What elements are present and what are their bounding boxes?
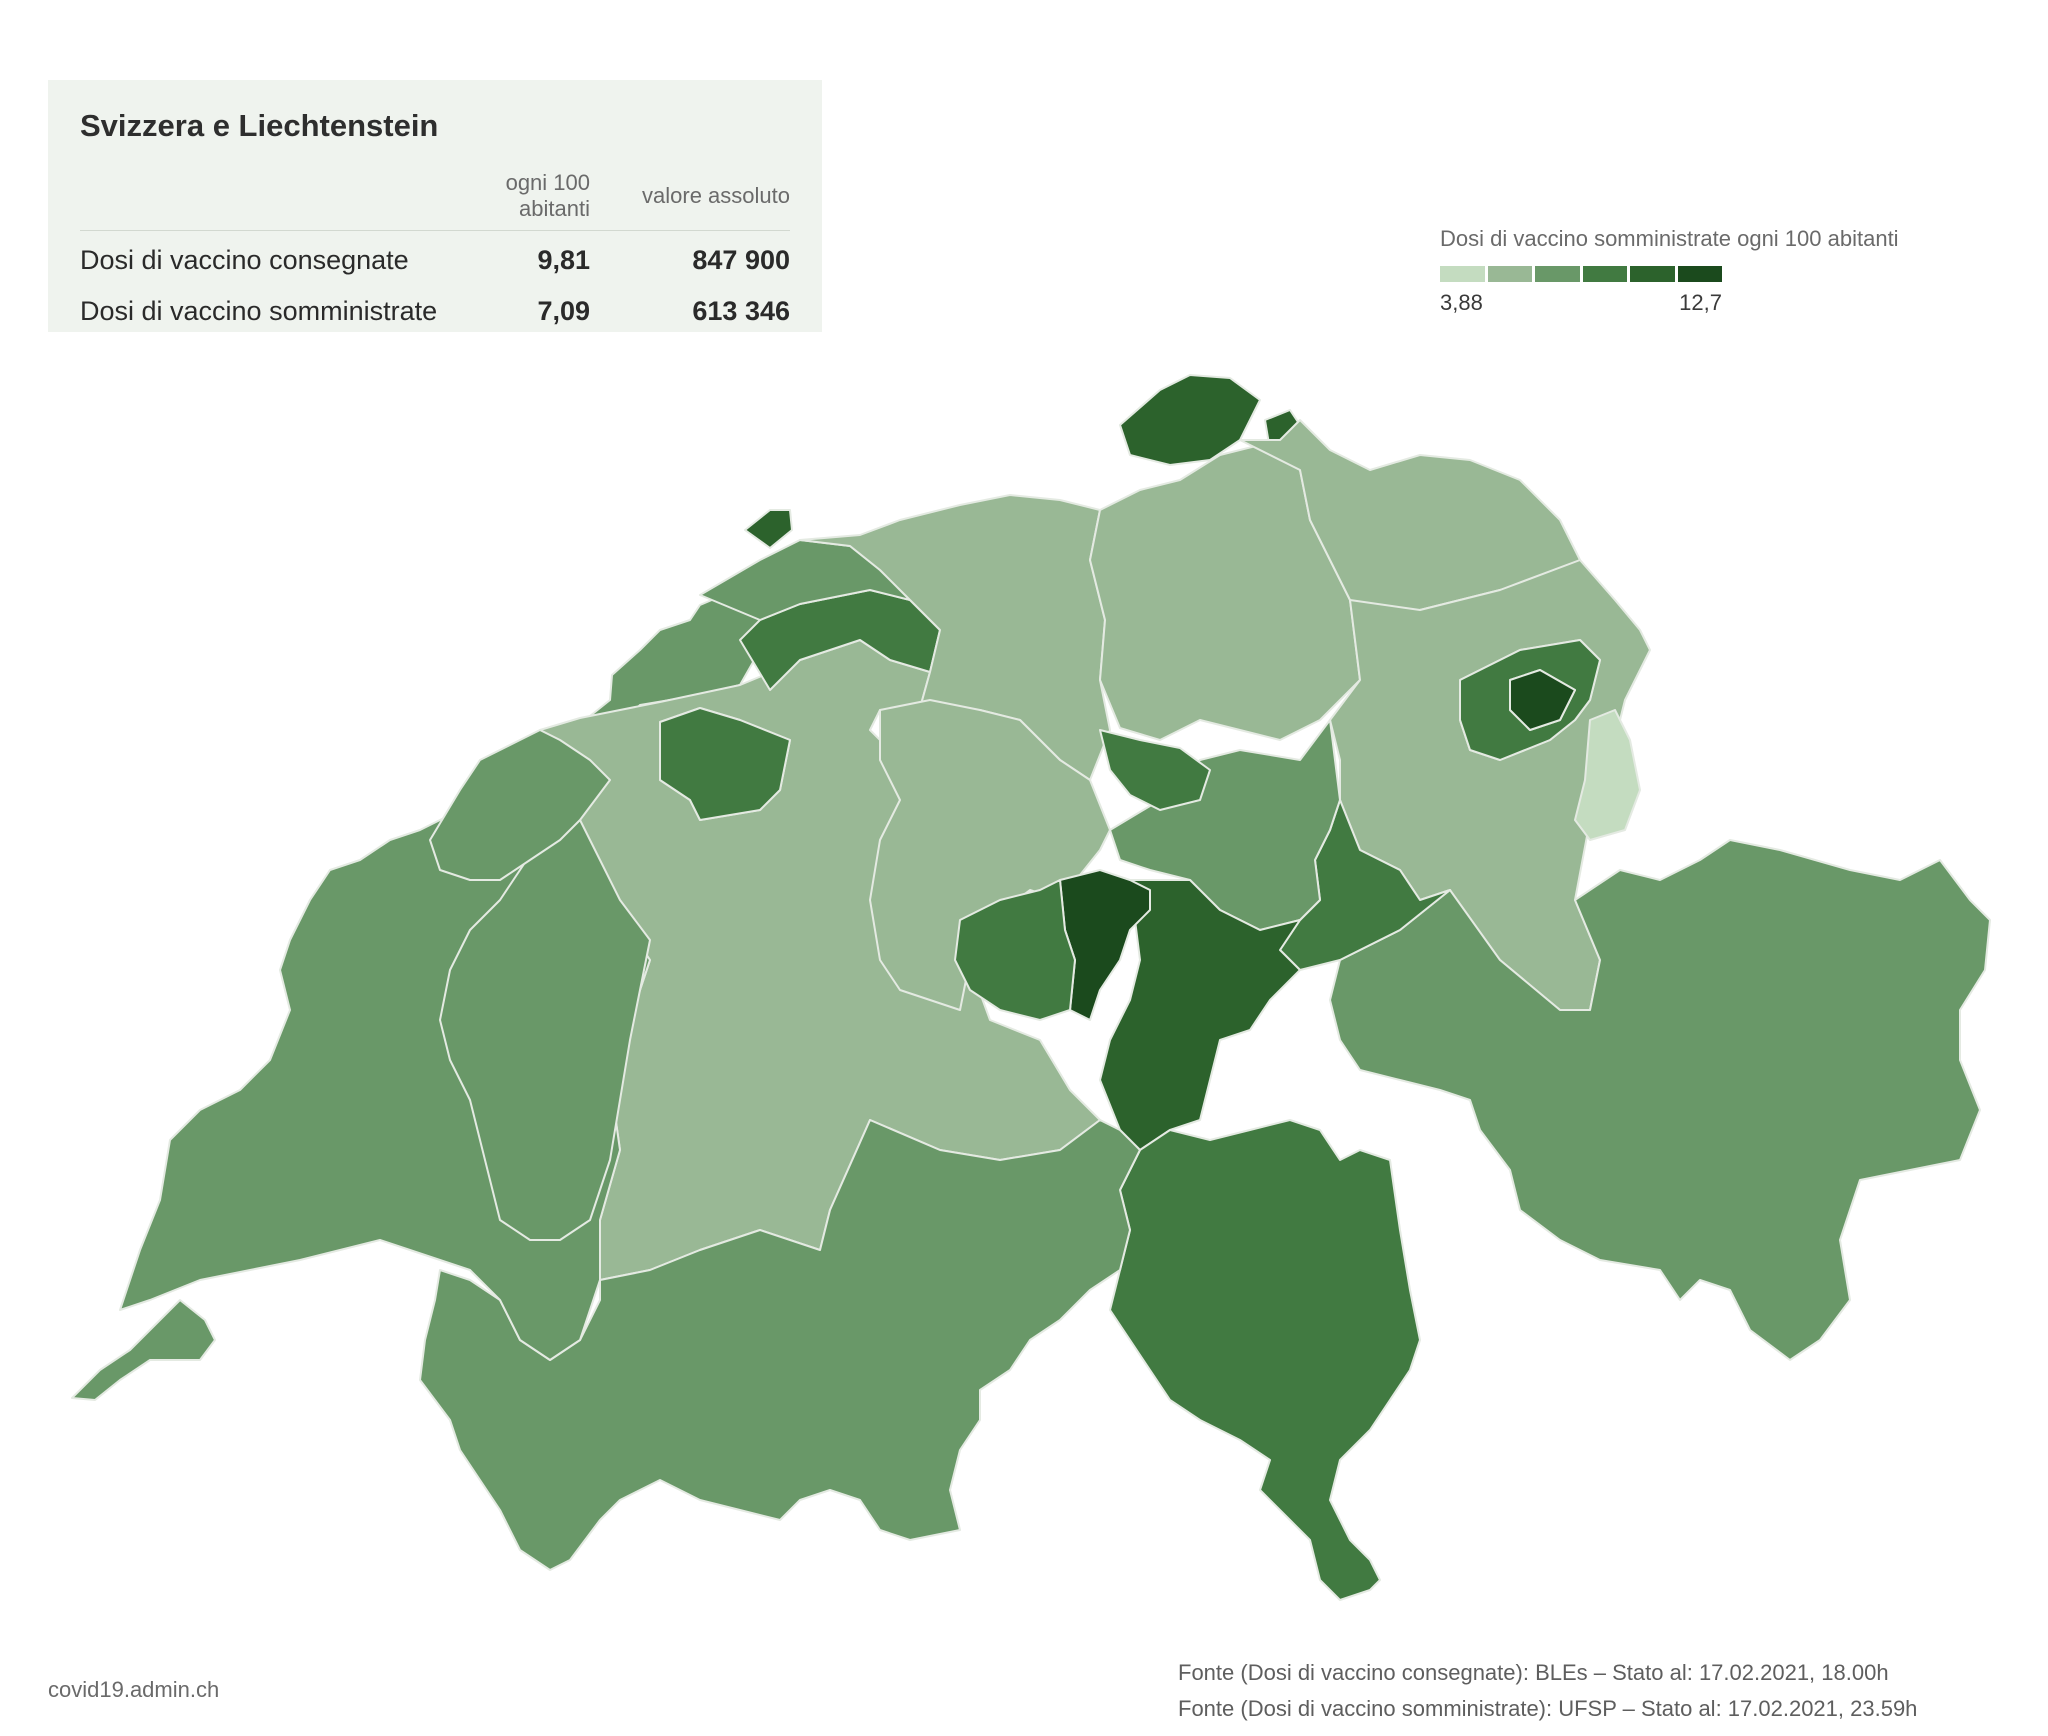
summary-header-row: ogni 100 abitanti valore assoluto [80, 170, 790, 231]
region-ne [429, 729, 611, 881]
summary-row-administered: Dosi di vaccino somministrate 7,09 613 3… [80, 282, 790, 333]
legend-swatch-1 [1440, 266, 1485, 282]
summary-box: Svizzera e Liechtenstein ogni 100 abitan… [48, 80, 822, 332]
region-ai [1509, 669, 1576, 731]
source-administered: Fonte (Dosi di vaccino somministrate): U… [1178, 1696, 1918, 1721]
legend-swatch-2 [1487, 266, 1532, 282]
region-sz [1109, 719, 1341, 931]
legend-swatch-3 [1535, 266, 1580, 282]
source-delivered: Fonte (Dosi di vaccino consegnate): BLEs… [1178, 1660, 1889, 1685]
summary-table: ogni 100 abitanti valore assoluto Dosi d… [80, 170, 790, 333]
region-ur [1099, 879, 1301, 1151]
row-absolute: 847 900 [692, 245, 790, 275]
region-li [1574, 709, 1641, 841]
legend-range: 3,88 12,7 [1440, 290, 1722, 316]
region-gr [1329, 839, 1991, 1361]
row-label: Dosi di vaccino consegnate [80, 245, 409, 275]
header-per100: ogni 100 abitanti [470, 170, 590, 231]
row-label: Dosi di vaccino somministrate [80, 296, 438, 326]
legend-swatch-6 [1677, 266, 1722, 282]
summary-header-blank [80, 170, 470, 231]
region-zh [1089, 439, 1361, 741]
legend-color-scale [1440, 266, 1722, 282]
row-absolute: 613 346 [692, 296, 790, 326]
region-fr [439, 799, 651, 1241]
sources: Fonte (Dosi di vaccino consegnate): BLEs… [1178, 1655, 1917, 1727]
header-absolute: valore assoluto [590, 170, 790, 231]
row-per100: 9,81 [537, 245, 590, 275]
region-ow [954, 879, 1076, 1021]
region-ti [1109, 1119, 1421, 1601]
legend-title: Dosi di vaccino somministrate ogni 100 a… [1440, 226, 1899, 251]
legend-max-label: 12,7 [1679, 290, 1722, 315]
region-ge [71, 1299, 216, 1401]
region-bs [744, 509, 793, 549]
region-zg [1099, 729, 1211, 811]
region-vs [419, 1119, 1141, 1571]
summary-title: Svizzera e Liechtenstein [80, 108, 439, 143]
summary-row-delivered: Dosi di vaccino consegnate 9,81 847 900 [80, 231, 790, 283]
row-per100: 7,09 [537, 296, 590, 326]
color-legend: Dosi di vaccino somministrate ogni 100 a… [1440, 226, 2000, 316]
legend-min-label: 3,88 [1440, 290, 1483, 315]
legend-swatch-4 [1582, 266, 1627, 282]
site-credit: covid19.admin.ch [48, 1677, 220, 1702]
legend-swatch-5 [1630, 266, 1675, 282]
